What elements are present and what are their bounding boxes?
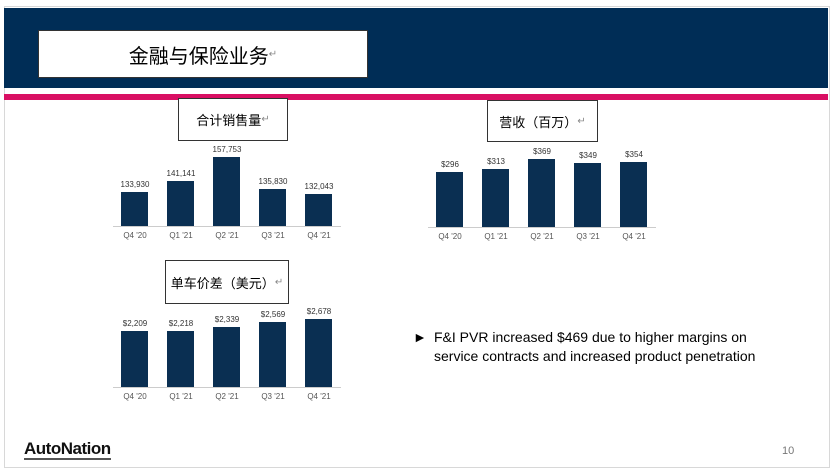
- x-tick-label: Q3 '21: [261, 231, 285, 240]
- data-label: 133,930: [120, 179, 150, 189]
- x-tick-label: Q1 '21: [484, 232, 508, 241]
- chart-title-revenue: 营收（百万） ↵: [487, 100, 598, 142]
- x-tick-label: Q3 '21: [261, 392, 285, 401]
- bar: [167, 330, 194, 387]
- slide-title-text: 金融与保险业务: [128, 43, 269, 68]
- x-tick-label: Q2 '21: [215, 392, 239, 401]
- bar: [259, 321, 286, 387]
- data-label: 141,141: [166, 169, 196, 179]
- bar: [213, 327, 240, 387]
- slide-title: 金融与保险业务 ↵: [38, 30, 368, 78]
- x-axis-line: [113, 226, 341, 227]
- data-label: $369: [533, 147, 551, 157]
- bar: [259, 188, 286, 226]
- x-tick-label: Q1 '21: [169, 231, 193, 240]
- x-tick-label: Q2 '21: [215, 231, 239, 240]
- chart-title-pvr: 单车价差（美元） ↵: [165, 260, 289, 304]
- data-label: $2,569: [260, 309, 286, 319]
- bar: [167, 181, 194, 226]
- x-tick-label: Q2 '21: [530, 232, 554, 241]
- autonation-logo: AutoNation: [24, 439, 111, 460]
- return-mark-icon: ↵: [577, 115, 586, 127]
- data-label: $296: [441, 160, 459, 170]
- bullet-text: F&I PVR increased $469 due to higher mar…: [434, 329, 756, 364]
- x-tick-label: Q4 '20: [123, 392, 147, 401]
- bar: [482, 169, 509, 227]
- bar: [305, 194, 332, 226]
- chart-title-text: 营收（百万）: [499, 115, 578, 131]
- chart-title-text: 合计销售量: [196, 114, 262, 129]
- x-tick-label: Q4 '21: [622, 232, 646, 241]
- x-tick-label: Q3 '21: [576, 232, 600, 241]
- x-tick-label: Q4 '21: [307, 392, 331, 401]
- bar: [121, 191, 148, 226]
- bar: [213, 157, 240, 226]
- data-label: 135,830: [258, 176, 288, 186]
- bar: [574, 162, 601, 227]
- data-label: $2,678: [306, 306, 332, 316]
- return-mark-icon: ↵: [261, 114, 270, 125]
- data-label: $349: [579, 150, 597, 160]
- return-mark-icon: ↵: [268, 48, 278, 60]
- page-number: 10: [782, 445, 795, 457]
- bar: [528, 159, 555, 227]
- x-tick-label: Q4 '20: [123, 231, 147, 240]
- accent-stripe: [4, 94, 828, 100]
- x-tick-label: Q1 '21: [169, 392, 193, 401]
- data-label: $2,339: [214, 315, 240, 325]
- x-axis-line: [113, 387, 341, 388]
- x-axis-line: [428, 227, 656, 228]
- return-mark-icon: ↵: [274, 276, 284, 288]
- data-label: $2,209: [122, 318, 148, 328]
- data-label: $2,218: [168, 318, 194, 328]
- x-tick-label: Q4 '20: [438, 232, 462, 241]
- x-tick-label: Q4 '21: [307, 231, 331, 240]
- bar: [620, 161, 647, 227]
- chart-title-sales-volume: 合计销售量 ↵: [178, 98, 288, 141]
- chart-title-text: 单车价差（美元）: [170, 276, 275, 292]
- bar: [305, 318, 332, 387]
- slide-frame: [4, 6, 830, 468]
- data-label: $354: [625, 149, 643, 159]
- bar: [436, 172, 463, 227]
- bar: [121, 330, 148, 387]
- data-label: 157,753: [212, 145, 242, 155]
- data-label: $313: [487, 157, 505, 167]
- data-label: 132,043: [304, 182, 334, 192]
- bullet-arrow-icon: ►: [413, 329, 427, 345]
